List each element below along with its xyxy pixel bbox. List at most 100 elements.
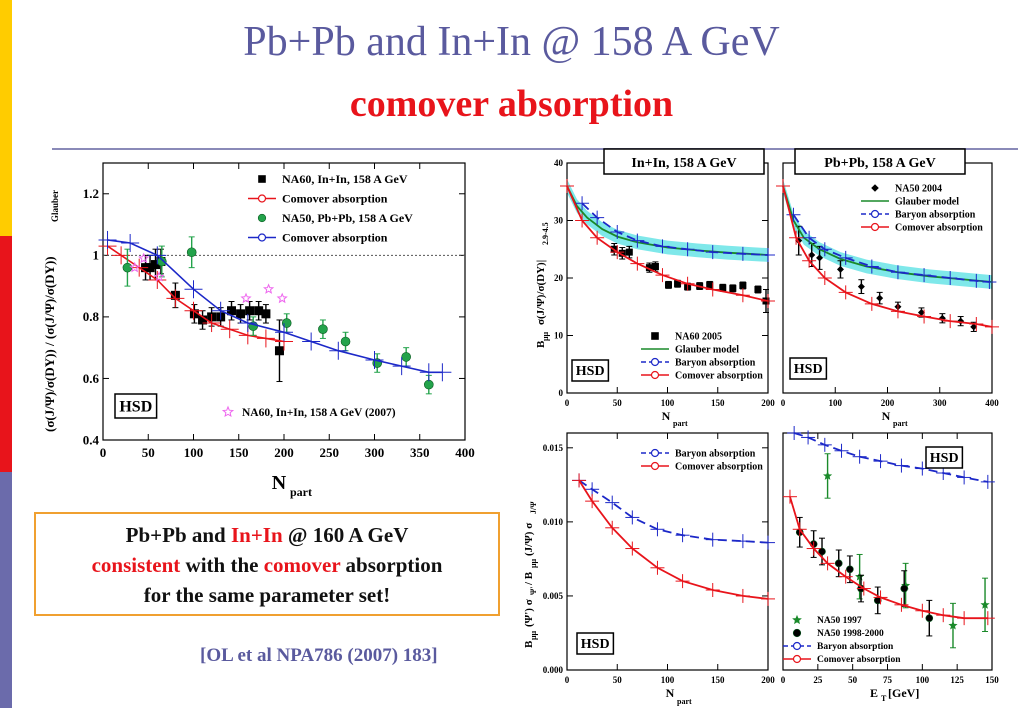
- psi-et-legend-entry-0: NA50 1997: [817, 616, 862, 626]
- x-tick-label: 125: [950, 675, 964, 685]
- psi-npart-legend-entry-1: Comover absorption: [675, 461, 763, 472]
- series-line-comover-absorption: [789, 496, 988, 620]
- legend-marker: [650, 370, 660, 380]
- psi-y-axis-label-den: (J/Ψ) σ: [523, 523, 535, 556]
- data-point: [240, 292, 252, 304]
- legend-marker: [870, 209, 880, 219]
- data-point: [729, 284, 737, 292]
- legend-marker: [870, 222, 880, 232]
- header-inin: In+In, 158 A GeV: [631, 156, 736, 171]
- pbpb-legend-entry-3: Comover absorption: [895, 222, 983, 233]
- y-tick-label: 1: [93, 248, 100, 263]
- data-point: [836, 265, 844, 273]
- data-point: [948, 620, 958, 630]
- legend-marker: [257, 194, 267, 203]
- data-point: [855, 571, 865, 581]
- legend-marker: [792, 614, 802, 625]
- x-tick-label: 250: [320, 445, 340, 460]
- inin-legend-entry-0: NA60 2005: [675, 331, 722, 342]
- data-point: [189, 309, 199, 319]
- data-point: [754, 286, 762, 293]
- data-point: [186, 247, 197, 258]
- x-tick-label: 150: [229, 445, 249, 460]
- pbpb-x-axis-label: N: [882, 409, 891, 423]
- main-legend-entry-0: NA60, In+In, 158 A GeV: [282, 172, 408, 186]
- x-tick-label: 400: [455, 445, 475, 460]
- x-tick-label: 200: [761, 398, 775, 408]
- x-tick-label: 200: [274, 445, 294, 460]
- data-point: [857, 283, 865, 291]
- hsd-label-psi-et-frame: [925, 446, 964, 469]
- data-point: [261, 309, 271, 319]
- data-point: [823, 471, 833, 480]
- header-frame-pbpb: [794, 148, 966, 175]
- y-tick-label: 30: [554, 216, 564, 226]
- header-frame-inin: [603, 148, 765, 175]
- data-point: [645, 264, 653, 272]
- data-point: [876, 294, 884, 302]
- x-tick-label: 300: [933, 398, 947, 408]
- x-tick-label: 150: [711, 675, 725, 685]
- conclusion-highlight-consistent: consistent: [91, 553, 181, 577]
- data-point: [719, 284, 727, 292]
- main-legend-entry-2: NA50, Pb+Pb, 158 A GeV: [282, 211, 413, 225]
- legend-marker-2007: [221, 405, 235, 418]
- legend-marker: [650, 357, 660, 367]
- psi-y-axis-label-div: / B: [523, 571, 535, 586]
- psi-et-legend-entry-1: NA50 1998-2000: [817, 629, 884, 639]
- x-tick-label: 50: [613, 398, 623, 408]
- data-point: [834, 559, 843, 568]
- data-point: [340, 336, 351, 347]
- hsd-label-psi-npart: HSD: [581, 637, 610, 652]
- data-point: [808, 251, 816, 259]
- conclusion-text: Pb+Pb and: [125, 523, 231, 547]
- conclusion-highlight-comover: comover: [263, 553, 341, 577]
- inin-x-axis-label: N: [662, 409, 671, 423]
- legend-marker: [258, 175, 266, 183]
- data-point: [129, 261, 141, 273]
- psi-npart-legend-entry-0: Baryon absorption: [675, 448, 756, 459]
- data-point: [198, 315, 208, 325]
- inin-y-axis-label-sub: 2.9-4.5: [541, 222, 550, 245]
- data-point: [917, 309, 925, 316]
- conclusion-text: with the: [180, 553, 264, 577]
- main-x-axis-label-sub: part: [290, 485, 312, 499]
- main-legend-entry-3: Comover absorption: [282, 231, 388, 245]
- hsd-label-main-frame: [114, 393, 158, 419]
- data-point: [665, 281, 673, 289]
- data-point: [236, 309, 246, 319]
- legend-marker: [650, 448, 660, 458]
- inin-legend-entry-3: Comover absorption: [675, 370, 763, 381]
- hsd-label-psi-npart-frame: [576, 632, 615, 655]
- x-tick-label: 50: [848, 675, 858, 685]
- psi-y-axis-label-num-sub: Ψ': [529, 587, 538, 595]
- psi-y-axis-label-mumu: μμ: [529, 630, 538, 640]
- data-point: [318, 324, 328, 335]
- data-point: [263, 283, 275, 294]
- data-point: [153, 271, 165, 282]
- x-tick-label: 200: [761, 675, 775, 685]
- title-divider: [52, 148, 1018, 150]
- reference-citation: [OL et al NPA786 (2007) 183]: [200, 645, 438, 666]
- y-tick-label: 0.8: [83, 309, 100, 324]
- x-tick-label: 300: [365, 445, 385, 460]
- x-tick-label: 350: [410, 445, 430, 460]
- data-point: [254, 306, 264, 316]
- series-line-baryon-absorption: [578, 479, 769, 544]
- y-tick-label: 0.000: [543, 665, 564, 675]
- psi-et-x-axis-label-unit: [GeV]: [888, 686, 919, 700]
- legend-marker: [650, 461, 660, 471]
- x-tick-label: 200: [881, 398, 895, 408]
- y-tick-label: 20: [554, 273, 564, 283]
- data-point: [900, 584, 909, 593]
- x-tick-label: 100: [661, 675, 675, 685]
- series-line-comover-absorption: [578, 479, 769, 600]
- conclusion-highlight-inin: In+In: [230, 523, 283, 547]
- header-pbpb: Pb+Pb, 158 A GeV: [824, 156, 935, 171]
- legend-marker: [792, 641, 802, 651]
- conclusion-box: Pb+Pb and In+In @ 160 A GeV consistent w…: [34, 512, 500, 616]
- psi-et-legend-entry-3: Comover absorption: [817, 655, 901, 665]
- x-tick-label: 100: [829, 398, 843, 408]
- data-point: [138, 252, 150, 264]
